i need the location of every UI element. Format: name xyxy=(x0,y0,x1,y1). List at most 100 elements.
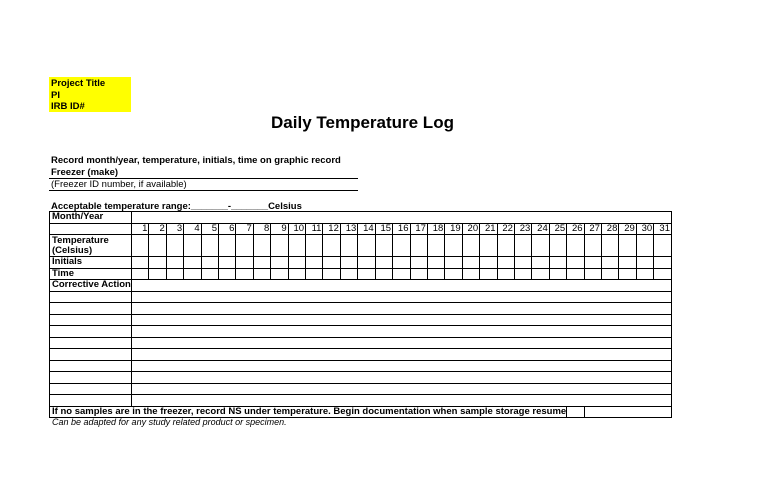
corrective-action-input[interactable] xyxy=(131,348,672,361)
initials-cell[interactable] xyxy=(130,256,150,269)
time-cell[interactable] xyxy=(374,267,394,280)
initials-cell[interactable] xyxy=(218,256,237,269)
month-year-input[interactable] xyxy=(131,211,672,224)
temperature-cell[interactable] xyxy=(548,234,568,257)
time-cell[interactable] xyxy=(218,267,237,280)
temperature-cell[interactable] xyxy=(479,234,498,257)
initials-cell[interactable] xyxy=(392,256,411,269)
initials-cell[interactable] xyxy=(444,256,463,269)
time-cell[interactable] xyxy=(252,267,272,280)
temperature-cell[interactable] xyxy=(339,234,359,257)
initials-cell[interactable] xyxy=(531,256,550,269)
time-cell[interactable] xyxy=(148,267,167,280)
temperature-cell[interactable] xyxy=(200,234,220,257)
initials-cell[interactable] xyxy=(322,256,341,269)
temperature-cell[interactable] xyxy=(148,234,167,257)
initials-cell[interactable] xyxy=(426,256,446,269)
temperature-cell[interactable] xyxy=(287,234,307,257)
initials-cell[interactable] xyxy=(653,256,672,269)
corrective-action-input[interactable] xyxy=(131,394,672,407)
initials-cell[interactable] xyxy=(409,256,428,269)
initials-cell[interactable] xyxy=(496,256,515,269)
time-cell[interactable] xyxy=(531,267,550,280)
temperature-cell[interactable] xyxy=(600,234,620,257)
corrective-action-input[interactable] xyxy=(131,325,672,338)
time-cell[interactable] xyxy=(270,267,289,280)
time-cell[interactable] xyxy=(392,267,411,280)
blank-cell[interactable] xyxy=(49,394,132,407)
blank-cell[interactable] xyxy=(49,325,132,338)
temperature-cell[interactable] xyxy=(130,234,150,257)
initials-cell[interactable] xyxy=(270,256,289,269)
temperature-cell[interactable] xyxy=(618,234,637,257)
time-cell[interactable] xyxy=(461,267,481,280)
blank-cell[interactable] xyxy=(49,313,132,326)
time-cell[interactable] xyxy=(165,267,185,280)
time-cell[interactable] xyxy=(322,267,341,280)
initials-cell[interactable] xyxy=(479,256,498,269)
blank-cell[interactable] xyxy=(49,359,132,372)
temperature-cell[interactable] xyxy=(409,234,428,257)
initials-cell[interactable] xyxy=(183,256,202,269)
blank-cell[interactable] xyxy=(49,348,132,361)
initials-cell[interactable] xyxy=(566,256,585,269)
initials-cell[interactable] xyxy=(305,256,324,269)
time-cell[interactable] xyxy=(183,267,202,280)
initials-cell[interactable] xyxy=(235,256,254,269)
time-cell[interactable] xyxy=(287,267,307,280)
initials-cell[interactable] xyxy=(200,256,220,269)
temperature-cell[interactable] xyxy=(653,234,672,257)
temperature-cell[interactable] xyxy=(513,234,533,257)
initials-cell[interactable] xyxy=(583,256,602,269)
time-cell[interactable] xyxy=(635,267,655,280)
initials-cell[interactable] xyxy=(148,256,167,269)
time-cell[interactable] xyxy=(653,267,672,280)
temperature-cell[interactable] xyxy=(426,234,446,257)
temperature-cell[interactable] xyxy=(583,234,602,257)
initials-cell[interactable] xyxy=(287,256,307,269)
time-cell[interactable] xyxy=(548,267,568,280)
initials-cell[interactable] xyxy=(374,256,394,269)
initials-cell[interactable] xyxy=(339,256,359,269)
temp-range-low[interactable]: _______ xyxy=(190,201,228,212)
time-cell[interactable] xyxy=(235,267,254,280)
blank-cell[interactable] xyxy=(49,302,132,315)
footer-cell[interactable] xyxy=(583,405,673,418)
initials-cell[interactable] xyxy=(513,256,533,269)
initials-cell[interactable] xyxy=(165,256,185,269)
initials-cell[interactable] xyxy=(357,256,376,269)
temperature-cell[interactable] xyxy=(444,234,463,257)
time-cell[interactable] xyxy=(130,267,150,280)
corrective-action-input[interactable] xyxy=(131,302,672,315)
initials-cell[interactable] xyxy=(618,256,637,269)
blank-cell[interactable] xyxy=(49,371,132,384)
temperature-cell[interactable] xyxy=(566,234,585,257)
time-cell[interactable] xyxy=(339,267,359,280)
corrective-action-input[interactable] xyxy=(131,359,672,372)
temperature-cell[interactable] xyxy=(270,234,289,257)
temperature-cell[interactable] xyxy=(218,234,237,257)
temperature-cell[interactable] xyxy=(496,234,515,257)
corrective-action-input[interactable] xyxy=(131,313,672,326)
time-cell[interactable] xyxy=(409,267,428,280)
time-cell[interactable] xyxy=(600,267,620,280)
initials-cell[interactable] xyxy=(635,256,655,269)
temperature-cell[interactable] xyxy=(392,234,411,257)
initials-cell[interactable] xyxy=(252,256,272,269)
time-cell[interactable] xyxy=(496,267,515,280)
time-cell[interactable] xyxy=(200,267,220,280)
blank-cell[interactable] xyxy=(49,382,132,395)
corrective-action-input[interactable] xyxy=(131,290,672,303)
temperature-cell[interactable] xyxy=(635,234,655,257)
temperature-cell[interactable] xyxy=(305,234,324,257)
time-cell[interactable] xyxy=(566,267,585,280)
corrective-action-input[interactable] xyxy=(131,336,672,349)
time-cell[interactable] xyxy=(513,267,533,280)
temperature-cell[interactable] xyxy=(252,234,272,257)
temperature-cell[interactable] xyxy=(235,234,254,257)
corrective-action-input[interactable] xyxy=(131,371,672,384)
blank-cell[interactable] xyxy=(49,336,132,349)
time-cell[interactable] xyxy=(426,267,446,280)
temperature-cell[interactable] xyxy=(461,234,481,257)
temperature-cell[interactable] xyxy=(165,234,185,257)
